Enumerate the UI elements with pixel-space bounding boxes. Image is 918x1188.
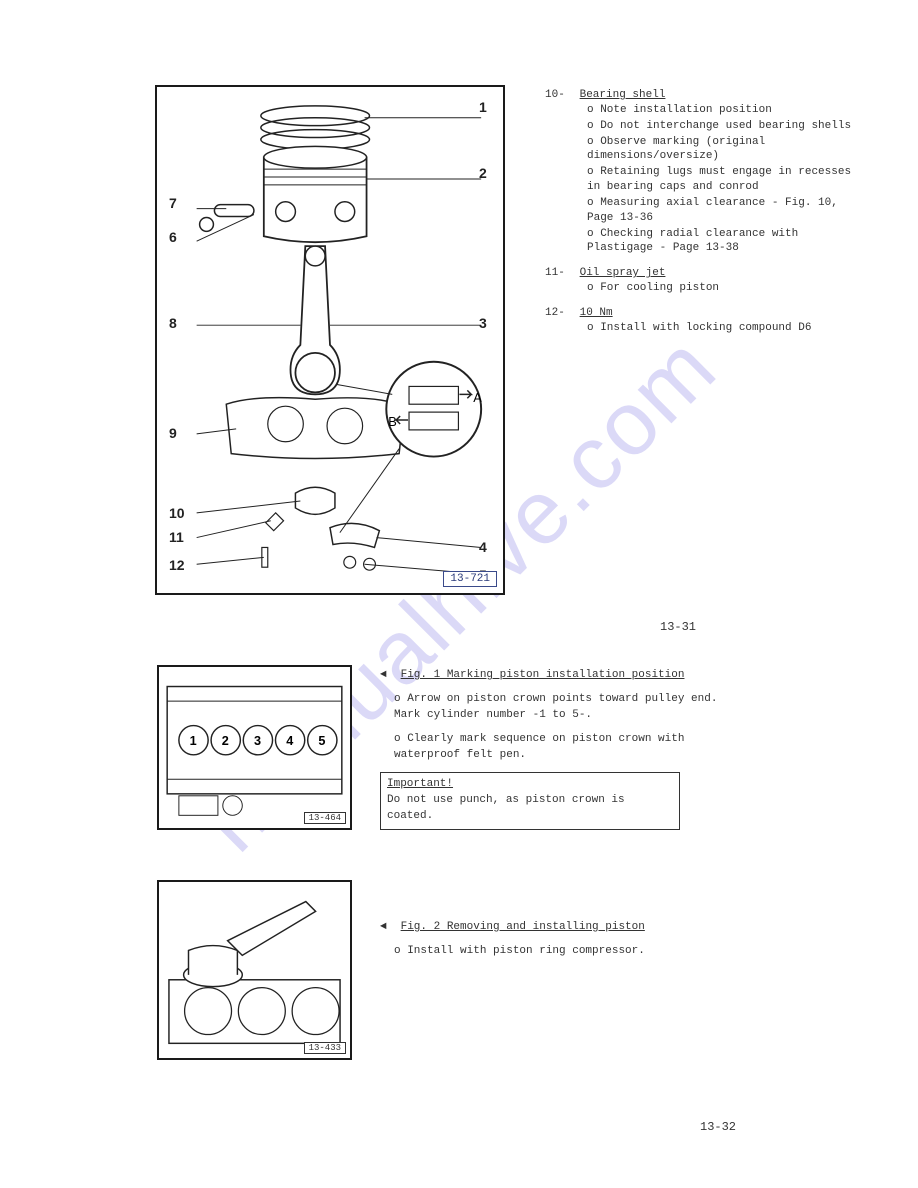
item-10: 10- Bearing shell Note installation posi… [545,88,855,256]
note: For cooling piston [587,281,855,296]
item-notes: Note installation position Do not interc… [587,103,855,256]
diagram-ref-box: 13-721 [443,571,497,587]
inset-label-b: B [388,414,397,429]
note: Install with locking compound D6 [587,321,855,336]
note: Measuring axial clearance - Fig. 10, Pag… [587,196,855,226]
callout-1: 1 [479,99,487,115]
callout-10: 10 [169,505,185,521]
bullet: Arrow on piston crown points toward pull… [394,692,720,724]
main-exploded-diagram: A B 1 2 3 4 5 6 [155,85,505,595]
item-title: 10 Nm [580,307,613,319]
triangle-icon: ◄ [380,668,394,684]
cyl-1: 1 [190,734,197,748]
note: Note installation position [587,103,855,118]
callout-12: 12 [169,557,185,573]
page: manualhive.com [0,0,918,1188]
cyl-5: 5 [318,734,325,748]
fig1-caption: Fig. 1 Marking piston installation posit… [401,669,685,681]
parts-description-list: 10- Bearing shell Note installation posi… [545,88,855,346]
callout-9: 9 [169,425,177,441]
cyl-2: 2 [222,734,229,748]
inset-label-a: A [473,390,482,405]
bullet: Clearly mark sequence on piston crown wi… [394,732,720,764]
schematic-svg: A B [167,97,493,583]
fig2-caption: Fig. 2 Removing and installing piston [401,921,645,933]
item-12: 12- 10 Nm Install with locking compound … [545,306,855,336]
callout-7: 7 [169,195,177,211]
important-text: Do not use punch, as piston crown is coa… [387,794,625,822]
bullet: Install with piston ring compressor. [394,944,720,960]
callout-4: 4 [479,539,487,555]
note: Observe marking (original dimensions/ove… [587,135,855,165]
callout-6: 6 [169,229,177,245]
fig1-caption-block: ◄ Fig. 1 Marking piston installation pos… [380,668,720,830]
fig2-ref: 13-433 [304,1042,346,1054]
item-notes: For cooling piston [587,281,855,296]
callout-3: 3 [479,315,487,331]
piston-install-svg [159,882,350,1058]
fig1-ref: 13-464 [304,812,346,824]
fig2-caption-block: ◄ Fig. 2 Removing and installing piston … [380,920,720,960]
cyl-3: 3 [254,734,261,748]
item-title: Bearing shell [580,89,666,101]
page-number-upper: 13-31 [660,620,696,634]
fig2-image: 13-433 [157,880,352,1060]
callout-8: 8 [169,315,177,331]
callout-11: 11 [169,529,184,545]
fig2-bullets: Install with piston ring compressor. [394,944,720,960]
item-number: 10- [545,88,573,103]
item-notes: Install with locking compound D6 [587,321,855,336]
important-label: Important! [387,778,453,790]
item-title: Oil spray jet [580,267,666,279]
triangle-icon: ◄ [380,920,394,936]
item-number: 11- [545,266,573,281]
note: Retaining lugs must engage in recesses i… [587,165,855,195]
cyl-4: 4 [286,734,293,748]
fig1-bullets: Arrow on piston crown points toward pull… [394,692,720,764]
item-number: 12- [545,306,573,321]
fig1-image: 1 2 3 4 5 13-464 [157,665,352,830]
important-box: Important! Do not use punch, as piston c… [380,772,680,830]
item-11: 11- Oil spray jet For cooling piston [545,266,855,296]
engine-block-svg: 1 2 3 4 5 [159,667,350,828]
note: Do not interchange used bearing shells [587,119,855,134]
callout-2: 2 [479,165,487,181]
piston-schematic: A B [167,97,493,583]
note: Checking radial clearance with Plastigag… [587,227,855,257]
page-number-lower: 13-32 [700,1120,736,1134]
